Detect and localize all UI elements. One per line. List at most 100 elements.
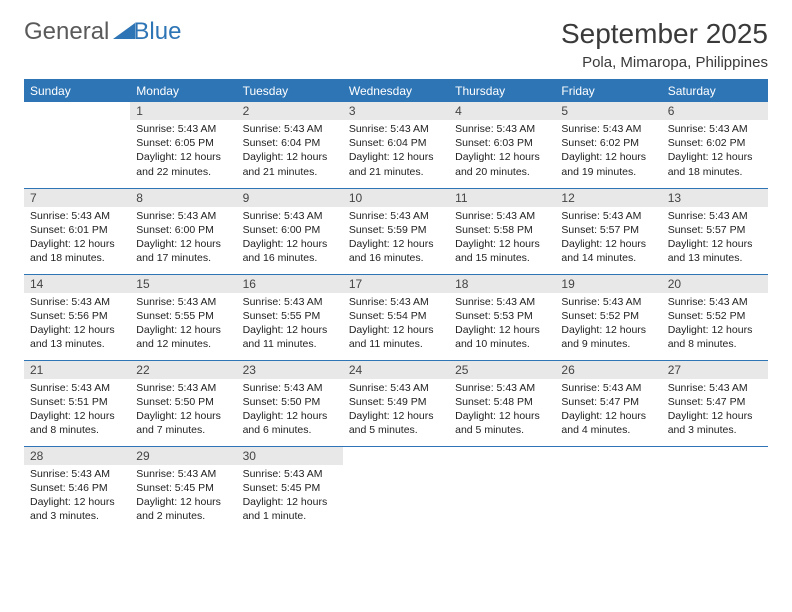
weekday-saturday: Saturday [662,80,768,103]
calendar-day-cell: 30Sunrise: 5:43 AMSunset: 5:45 PMDayligh… [237,446,343,532]
daylight-line: Daylight: 12 hours and 11 minutes. [349,323,443,351]
sunset-line: Sunset: 5:55 PM [243,309,337,323]
calendar-day-cell: 23Sunrise: 5:43 AMSunset: 5:50 PMDayligh… [237,360,343,446]
calendar-day-cell: 24Sunrise: 5:43 AMSunset: 5:49 PMDayligh… [343,360,449,446]
day-number: 16 [237,275,343,293]
calendar-week-row: ..1Sunrise: 5:43 AMSunset: 6:05 PMDaylig… [24,102,768,188]
day-number: 2 [237,102,343,120]
day-data: Sunrise: 5:43 AMSunset: 6:04 PMDaylight:… [343,120,449,183]
logo: GeneralBlue [24,18,181,46]
sunset-line: Sunset: 5:52 PM [668,309,762,323]
sunrise-line: Sunrise: 5:43 AM [243,467,337,481]
sunrise-line: Sunrise: 5:43 AM [668,122,762,136]
day-data: Sunrise: 5:43 AMSunset: 6:02 PMDaylight:… [555,120,661,183]
sunrise-line: Sunrise: 5:43 AM [668,209,762,223]
sunset-line: Sunset: 6:05 PM [136,136,230,150]
sunrise-line: Sunrise: 5:43 AM [349,381,443,395]
sunset-line: Sunset: 6:03 PM [455,136,549,150]
calendar-day-cell: 27Sunrise: 5:43 AMSunset: 5:47 PMDayligh… [662,360,768,446]
daylight-line: Daylight: 12 hours and 9 minutes. [561,323,655,351]
day-number: 20 [662,275,768,293]
sunset-line: Sunset: 6:04 PM [243,136,337,150]
sunset-line: Sunset: 6:00 PM [243,223,337,237]
sunrise-line: Sunrise: 5:43 AM [561,122,655,136]
day-data: Sunrise: 5:43 AMSunset: 6:03 PMDaylight:… [449,120,555,183]
daylight-line: Daylight: 12 hours and 1 minute. [243,495,337,523]
calendar-day-cell: 18Sunrise: 5:43 AMSunset: 5:53 PMDayligh… [449,274,555,360]
day-number: 3 [343,102,449,120]
day-data: Sunrise: 5:43 AMSunset: 6:01 PMDaylight:… [24,207,130,270]
daylight-line: Daylight: 12 hours and 21 minutes. [349,150,443,178]
sunrise-line: Sunrise: 5:43 AM [136,122,230,136]
calendar-day-cell: 26Sunrise: 5:43 AMSunset: 5:47 PMDayligh… [555,360,661,446]
calendar-day-cell: 14Sunrise: 5:43 AMSunset: 5:56 PMDayligh… [24,274,130,360]
calendar-day-cell: 12Sunrise: 5:43 AMSunset: 5:57 PMDayligh… [555,188,661,274]
calendar-day-cell: 7Sunrise: 5:43 AMSunset: 6:01 PMDaylight… [24,188,130,274]
day-data: Sunrise: 5:43 AMSunset: 5:46 PMDaylight:… [24,465,130,528]
sunset-line: Sunset: 5:52 PM [561,309,655,323]
daylight-line: Daylight: 12 hours and 8 minutes. [30,409,124,437]
day-number: 17 [343,275,449,293]
day-number: 26 [555,361,661,379]
daylight-line: Daylight: 12 hours and 2 minutes. [136,495,230,523]
calendar-day-cell: 2Sunrise: 5:43 AMSunset: 6:04 PMDaylight… [237,102,343,188]
calendar-day-cell: 25Sunrise: 5:43 AMSunset: 5:48 PMDayligh… [449,360,555,446]
day-number: 15 [130,275,236,293]
daylight-line: Daylight: 12 hours and 11 minutes. [243,323,337,351]
calendar-day-cell: 21Sunrise: 5:43 AMSunset: 5:51 PMDayligh… [24,360,130,446]
page-header: GeneralBlue September 2025 Pola, Mimarop… [24,18,768,71]
calendar-day-cell: 17Sunrise: 5:43 AMSunset: 5:54 PMDayligh… [343,274,449,360]
sunset-line: Sunset: 5:49 PM [349,395,443,409]
daylight-line: Daylight: 12 hours and 22 minutes. [136,150,230,178]
calendar-day-cell: 3Sunrise: 5:43 AMSunset: 6:04 PMDaylight… [343,102,449,188]
sunset-line: Sunset: 5:53 PM [455,309,549,323]
day-number: 30 [237,447,343,465]
sunrise-line: Sunrise: 5:43 AM [455,295,549,309]
sunset-line: Sunset: 5:54 PM [349,309,443,323]
daylight-line: Daylight: 12 hours and 8 minutes. [668,323,762,351]
day-data: Sunrise: 5:43 AMSunset: 5:58 PMDaylight:… [449,207,555,270]
daylight-line: Daylight: 12 hours and 18 minutes. [30,237,124,265]
daylight-line: Daylight: 12 hours and 19 minutes. [561,150,655,178]
day-data: Sunrise: 5:43 AMSunset: 5:50 PMDaylight:… [237,379,343,442]
day-data: Sunrise: 5:43 AMSunset: 6:05 PMDaylight:… [130,120,236,183]
sunrise-line: Sunrise: 5:43 AM [349,209,443,223]
day-data: Sunrise: 5:43 AMSunset: 5:54 PMDaylight:… [343,293,449,356]
sunrise-line: Sunrise: 5:43 AM [668,381,762,395]
day-data: Sunrise: 5:43 AMSunset: 5:56 PMDaylight:… [24,293,130,356]
calendar-week-row: 7Sunrise: 5:43 AMSunset: 6:01 PMDaylight… [24,188,768,274]
daylight-line: Daylight: 12 hours and 4 minutes. [561,409,655,437]
daylight-line: Daylight: 12 hours and 3 minutes. [30,495,124,523]
sunset-line: Sunset: 6:02 PM [668,136,762,150]
day-data: Sunrise: 5:43 AMSunset: 5:53 PMDaylight:… [449,293,555,356]
calendar-week-row: 21Sunrise: 5:43 AMSunset: 5:51 PMDayligh… [24,360,768,446]
calendar-day-cell: 13 Sunrise: 5:43 AMSunset: 5:57 PMDayligh… [662,188,768,274]
calendar-day-cell: 22Sunrise: 5:43 AMSunset: 5:50 PMDayligh… [130,360,236,446]
day-number: 8 [130,189,236,207]
daylight-line: Daylight: 12 hours and 10 minutes. [455,323,549,351]
day-data: Sunrise: 5:43 AMSunset: 5:45 PMDaylight:… [130,465,236,528]
daylight-line: Daylight: 12 hours and 13 minutes. [668,237,762,265]
calendar-table: Sunday Monday Tuesday Wednesday Thursday… [24,79,768,532]
calendar-day-cell: 16Sunrise: 5:43 AMSunset: 5:55 PMDayligh… [237,274,343,360]
sunrise-line: Sunrise: 5:43 AM [561,295,655,309]
calendar-day-cell: 5Sunrise: 5:43 AMSunset: 6:02 PMDaylight… [555,102,661,188]
day-number: 4 [449,102,555,120]
sunset-line: Sunset: 5:55 PM [136,309,230,323]
sunset-line: Sunset: 5:46 PM [30,481,124,495]
calendar-day-cell: 29Sunrise: 5:43 AMSunset: 5:45 PMDayligh… [130,446,236,532]
daylight-line: Daylight: 12 hours and 18 minutes. [668,150,762,178]
day-number: 5 [555,102,661,120]
day-number: 9 [237,189,343,207]
calendar-day-cell: 19Sunrise: 5:43 AMSunset: 5:52 PMDayligh… [555,274,661,360]
sunset-line: Sunset: 6:02 PM [561,136,655,150]
weekday-thursday: Thursday [449,80,555,103]
day-number: 13 [662,189,768,207]
sunset-line: Sunset: 5:50 PM [136,395,230,409]
sunset-line: Sunset: 5:57 PM [668,223,762,237]
sunrise-line: Sunrise: 5:43 AM [30,209,124,223]
day-number: 1 [130,102,236,120]
sunset-line: Sunset: 5:47 PM [561,395,655,409]
sunrise-line: Sunrise: 5:43 AM [243,209,337,223]
logo-triangle-icon [113,23,135,41]
